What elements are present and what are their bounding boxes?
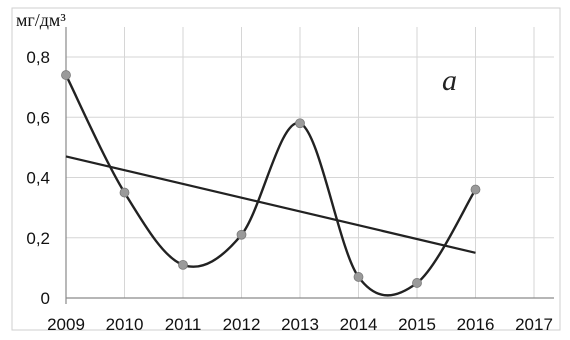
x-tick-label: 2015 [398, 315, 436, 334]
y-unit-label: мг/дм³ [16, 10, 66, 30]
data-point [236, 229, 247, 240]
y-tick-label: 0,8 [26, 48, 50, 67]
y-tick-label: 0 [41, 289, 50, 308]
grid [65, 27, 554, 299]
data-point [412, 278, 422, 288]
series-line [64, 74, 477, 297]
x-tick-label: 2010 [106, 315, 144, 334]
x-tick-label: 2011 [165, 315, 202, 334]
x-tick-label: 2012 [223, 315, 261, 334]
data-point [295, 118, 305, 129]
data-point [178, 259, 188, 270]
data-point [61, 70, 71, 80]
x-tick-label: 2009 [47, 315, 85, 334]
chart-frame [11, 7, 561, 331]
y-tick-label: 0,6 [26, 108, 50, 127]
panel-label: а [442, 64, 457, 97]
x-tick-label: 2016 [457, 315, 495, 334]
x-tick-label: 2013 [281, 315, 319, 334]
data-point [353, 272, 364, 282]
data-point [470, 184, 481, 195]
y-tick-label: 0,4 [26, 169, 50, 188]
x-tick-label: 2017 [515, 315, 553, 334]
y-tick-label: 0,2 [26, 229, 50, 248]
data-point [119, 187, 130, 198]
x-tick-label: 2014 [340, 315, 378, 334]
trend-line [65, 155, 476, 254]
